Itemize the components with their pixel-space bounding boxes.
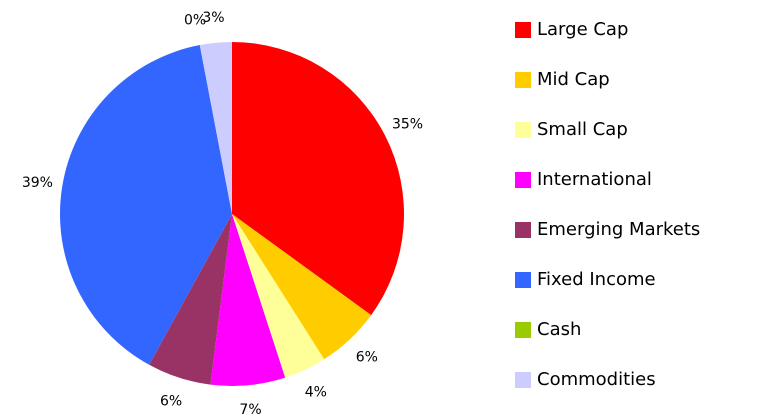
data-label: 6% — [356, 350, 378, 366]
data-label: 4% — [305, 384, 327, 400]
data-label: 35% — [392, 117, 423, 133]
legend-swatch — [515, 372, 531, 388]
legend-label: Commodities — [537, 369, 656, 390]
pie-slice — [149, 214, 232, 385]
legend-swatch — [515, 322, 531, 338]
legend-swatch — [515, 172, 531, 188]
data-label: 0% — [184, 12, 206, 28]
legend-swatch — [515, 222, 531, 238]
pie-slice — [59, 45, 233, 365]
data-label: 3% — [202, 10, 224, 26]
legend-label: Cash — [537, 319, 581, 340]
legend-label: Emerging Markets — [537, 219, 700, 240]
legend-label: Mid Cap — [537, 69, 610, 90]
data-label: 7% — [239, 402, 261, 418]
legend-label: International — [537, 169, 652, 190]
legend-label: Large Cap — [537, 19, 628, 40]
pie-slice — [199, 42, 232, 214]
data-label: 6% — [160, 393, 182, 409]
legend-swatch — [515, 72, 531, 88]
pie-slice — [210, 214, 286, 387]
pie-slice — [232, 214, 372, 360]
legend-label: Fixed Income — [537, 269, 656, 290]
legend-swatch — [515, 22, 531, 38]
data-label: 39% — [22, 175, 53, 191]
legend-swatch — [515, 272, 531, 288]
legend-label: Small Cap — [537, 119, 628, 140]
pie-slice — [232, 214, 325, 378]
legend-swatch — [515, 122, 531, 138]
pie-slice — [232, 42, 404, 316]
